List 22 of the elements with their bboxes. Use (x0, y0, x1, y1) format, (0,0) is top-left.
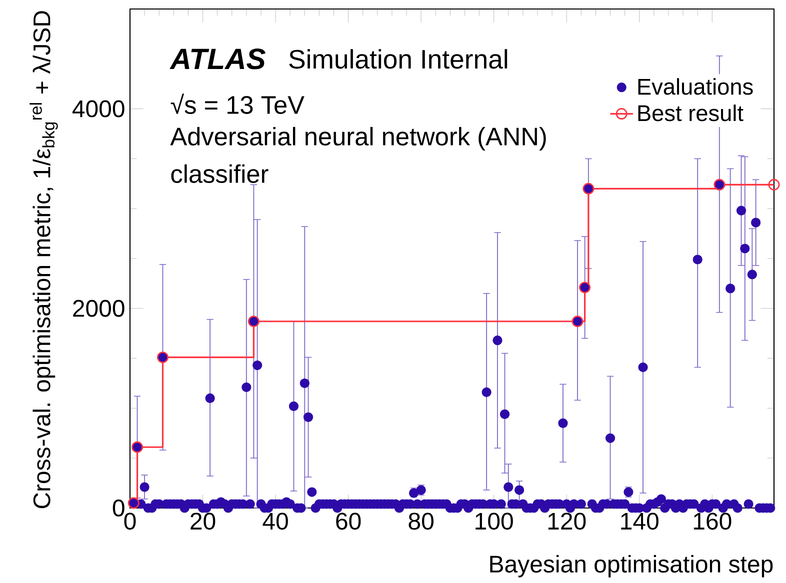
x-tick-label: 140 (621, 512, 658, 530)
legend-label: Best result (638, 104, 744, 122)
legend-label: Evaluations (638, 78, 753, 95)
y-tick-label: 2000 (73, 300, 124, 317)
y-tick-label: 4000 (72, 100, 124, 118)
annotation: Adversarial neural network (ANN) (170, 126, 546, 151)
x-tick-label: 80 (408, 512, 434, 530)
y-axis-title: Cross-val. optimisation metric, 1/ε$_{bkg}$$^{rel}$ + λ/JSD (30, 11, 58, 508)
x-tick-label: 40 (262, 512, 288, 530)
point (768, 178, 780, 190)
x-tick-label: 160 (694, 512, 732, 530)
y-tick-label: 0 (112, 499, 124, 516)
annotation: classifier (171, 164, 268, 183)
annotation: Simulation Internal (289, 49, 508, 69)
annotation: ATLAS (170, 48, 266, 70)
x-tick-label: 100 (476, 512, 513, 530)
x-axis-title: Bayesian optimisation step (490, 555, 773, 578)
annotation: √s = 13 TeV (170, 94, 304, 114)
x-tick-label: 120 (548, 512, 586, 530)
x-tick-label: 20 (190, 512, 216, 530)
x-tick-label: 60 (336, 512, 361, 530)
x-tick-label: 0 (124, 512, 136, 530)
